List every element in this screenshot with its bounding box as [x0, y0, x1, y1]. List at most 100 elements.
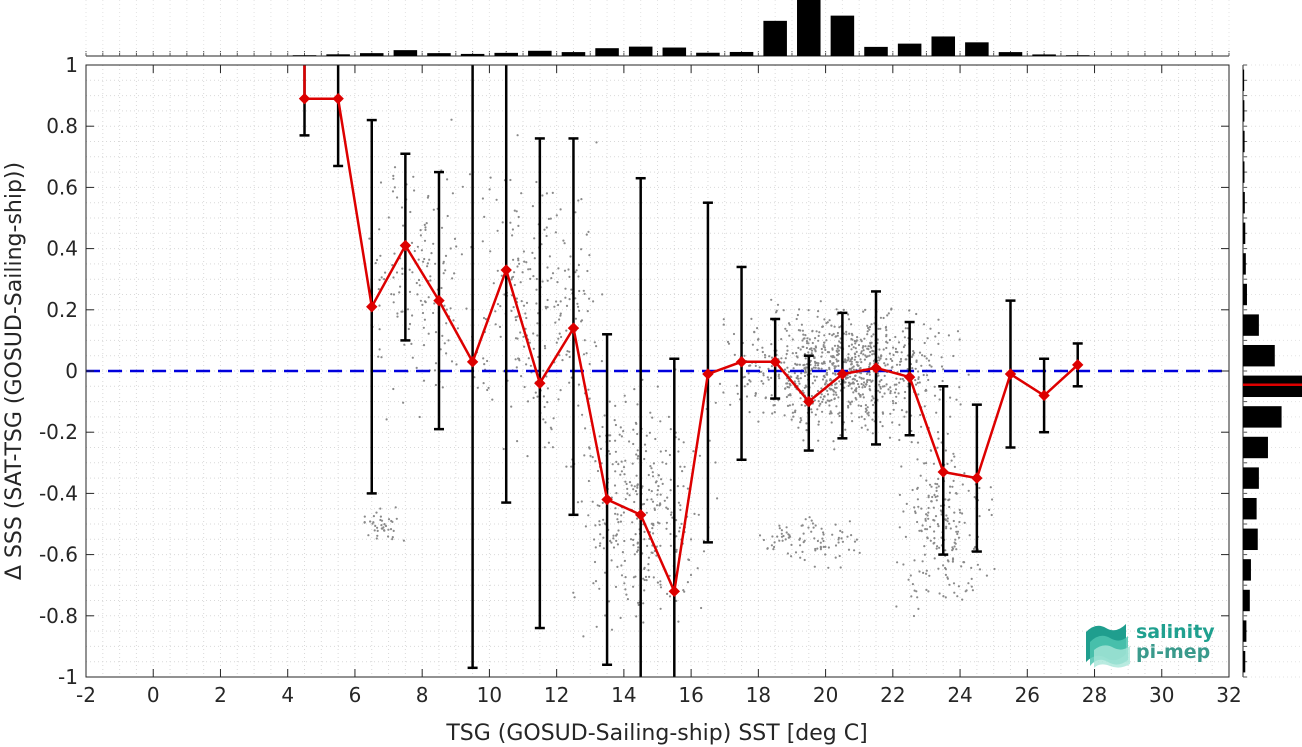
scatter-point	[828, 412, 832, 415]
scatter-point	[790, 543, 793, 547]
x-tick-label: 26	[1015, 683, 1040, 707]
scatter-point	[612, 534, 615, 537]
scatter-point	[917, 393, 920, 396]
scatter-point	[917, 370, 920, 373]
scatter-point	[516, 315, 519, 318]
scatter-point	[754, 394, 757, 397]
scatter-point	[624, 576, 627, 579]
scatter-point	[959, 511, 962, 514]
scatter-point	[827, 566, 830, 569]
scatter-point	[847, 353, 850, 356]
logo-text-line1: salinity	[1136, 621, 1215, 643]
scatter-point	[562, 239, 565, 242]
scatter-point	[896, 561, 899, 564]
scatter-point	[821, 400, 824, 403]
scatter-point	[434, 362, 438, 365]
right-histogram-bar	[1243, 344, 1275, 367]
scatter-point	[379, 254, 382, 257]
scatter-point	[615, 460, 618, 463]
scatter-point	[643, 443, 647, 446]
scatter-point	[757, 420, 760, 423]
scatter-point	[753, 330, 756, 333]
scatter-point	[925, 462, 928, 465]
scatter-point	[857, 383, 860, 386]
scatter-point	[883, 374, 886, 377]
scatter-point	[557, 337, 560, 340]
scatter-point	[587, 479, 591, 483]
scatter-point	[423, 300, 427, 303]
scatter-point	[896, 351, 899, 354]
top-histogram-bar	[830, 15, 855, 56]
scatter-point	[932, 506, 935, 509]
scatter-point	[780, 532, 783, 535]
scatter-point	[375, 258, 379, 262]
scatter-point	[914, 367, 917, 370]
scatter-point	[659, 502, 662, 505]
scatter-point	[788, 334, 791, 337]
scatter-point	[482, 382, 485, 385]
scatter-point	[421, 303, 424, 306]
scatter-point	[850, 534, 853, 537]
x-tick-label: 12	[544, 683, 569, 707]
scatter-point	[785, 526, 788, 529]
scatter-point	[568, 298, 571, 301]
scatter-point	[582, 289, 585, 292]
scatter-point	[591, 456, 594, 459]
scatter-point	[642, 502, 646, 506]
scatter-point	[635, 493, 639, 496]
scatter-point	[778, 377, 781, 380]
scatter-point	[402, 539, 405, 542]
top-histogram-bar	[359, 53, 384, 56]
scatter-point	[387, 518, 391, 521]
scatter-point	[764, 356, 767, 359]
scatter-point	[918, 529, 921, 532]
scatter-point	[824, 545, 827, 549]
scatter-point	[867, 414, 870, 417]
scatter-point	[651, 500, 655, 503]
scatter-point	[380, 276, 383, 279]
scatter-point	[963, 472, 966, 475]
scatter-point	[632, 538, 635, 542]
scatter-point	[866, 412, 869, 415]
scatter-point	[635, 453, 638, 456]
scatter-point	[648, 431, 652, 434]
scatter-point	[821, 325, 824, 328]
scatter-point	[921, 524, 924, 527]
scatter-point	[907, 578, 910, 581]
scatter-point	[940, 365, 944, 368]
scatter-point	[423, 223, 426, 226]
right-histogram-bar	[1243, 283, 1247, 306]
right-histogram-bar	[1243, 589, 1250, 612]
scatter-point	[809, 372, 812, 375]
scatter-point	[626, 598, 630, 601]
scatter-point	[787, 322, 791, 325]
scatter-point	[953, 591, 956, 594]
scatter-point	[826, 393, 830, 396]
scatter-point	[616, 543, 620, 546]
scatter-point	[621, 551, 625, 554]
scatter-point	[678, 526, 682, 529]
scatter-point	[415, 366, 418, 369]
scatter-point	[955, 530, 958, 533]
scatter-point	[747, 372, 750, 375]
scatter-point	[522, 250, 526, 253]
scatter-point	[546, 298, 549, 302]
scatter-point	[372, 515, 375, 518]
scatter-point	[857, 343, 861, 347]
scatter-point	[934, 335, 937, 338]
scatter-point	[513, 271, 516, 274]
scatter-point	[847, 356, 850, 359]
top-histogram-bar	[528, 50, 552, 56]
scatter-point	[858, 385, 861, 389]
x-tick-label: -2	[76, 683, 96, 707]
scatter-point	[518, 359, 521, 362]
scatter-point	[589, 454, 592, 457]
scatter-point	[850, 363, 853, 366]
scatter-point	[422, 379, 426, 382]
scatter-point	[613, 484, 617, 487]
scatter-point	[834, 556, 837, 559]
scatter-point	[814, 337, 817, 340]
scatter-point	[780, 357, 783, 360]
scatter-point	[380, 527, 383, 530]
scatter-point	[659, 580, 662, 583]
